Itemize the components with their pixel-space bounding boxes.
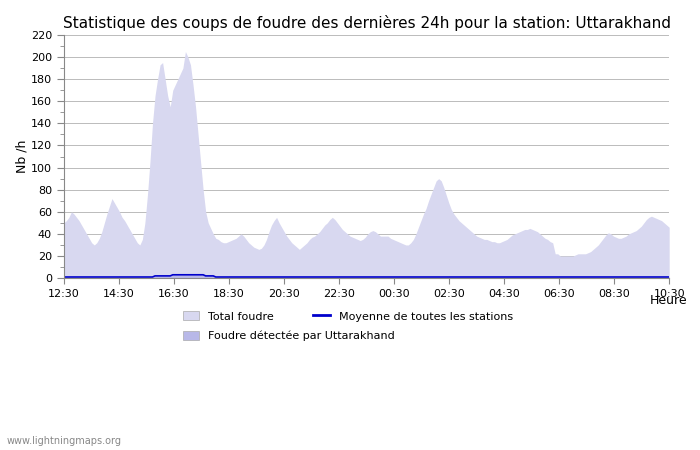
Line: Moyenne de toutes les stations: Moyenne de toutes les stations <box>64 275 669 277</box>
Title: Statistique des coups de foudre des dernières 24h pour la station: Uttarakhand: Statistique des coups de foudre des dern… <box>62 15 671 31</box>
Moyenne de toutes les stations <box>463 274 471 280</box>
X-axis label: Heure: Heure <box>650 294 687 307</box>
Moyenne de toutes les stations <box>169 272 177 278</box>
Moyenne de toutes les stations <box>100 274 108 280</box>
Text: www.lightningmaps.org: www.lightningmaps.org <box>7 436 122 446</box>
Legend: Foudre détectée par Uttarakhand: Foudre détectée par Uttarakhand <box>178 326 400 346</box>
Moyenne de toutes les stations <box>156 273 164 279</box>
Moyenne de toutes les stations <box>85 274 93 280</box>
Moyenne de toutes les stations <box>624 274 633 280</box>
Moyenne de toutes les stations <box>665 274 673 280</box>
Moyenne de toutes les stations <box>267 274 276 280</box>
Moyenne de toutes les stations <box>60 274 68 280</box>
Y-axis label: Nb /h: Nb /h <box>15 140 28 173</box>
